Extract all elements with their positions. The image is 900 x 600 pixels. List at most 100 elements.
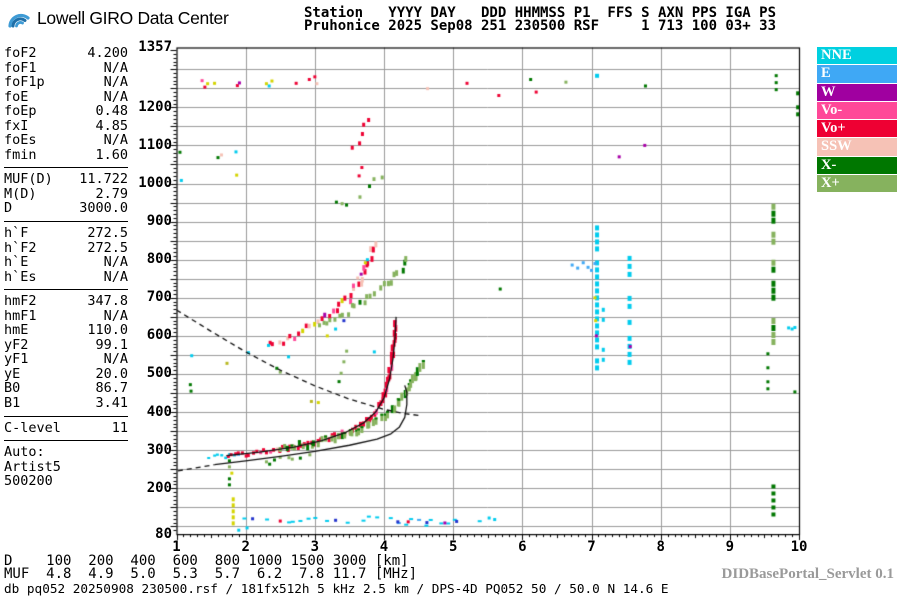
y-tick-label: 700 [146, 289, 172, 306]
legend-item-vo: Vo+ [817, 120, 897, 138]
parameter-label: foF1 [4, 59, 37, 76]
parameter-row: hmF1 N/A [4, 309, 128, 324]
parameter-label: MUF(D) [4, 171, 53, 188]
parameter-label: hmF2 [4, 293, 37, 310]
parameter-divider [4, 289, 128, 291]
parameter-label: hmF1 [4, 307, 37, 324]
parameter-value: 272.5 [87, 225, 128, 242]
parameter-label: foEp [4, 103, 37, 120]
parameter-value: 2.79 [95, 185, 128, 202]
parameter-label: Artist5 [4, 458, 61, 475]
parameter-row: foE N/A [4, 90, 128, 105]
parameter-row: h`Es N/A [4, 270, 128, 285]
parameter-value: N/A [103, 88, 128, 105]
parameter-row: Auto: [4, 445, 128, 460]
parameter-row: h`E N/A [4, 255, 128, 270]
legend-item-nne: NNE [817, 47, 897, 65]
parameter-divider [4, 440, 128, 442]
parameter-label: fxI [4, 117, 29, 134]
parameter-value: 1.60 [95, 146, 128, 163]
parameter-value: 110.0 [87, 322, 128, 339]
parameter-row: foF2 4.200 [4, 46, 128, 61]
y-tick-label: 1000 [138, 175, 172, 191]
parameter-label: fmin [4, 146, 37, 163]
parameter-label: h`F2 [4, 239, 37, 256]
parameter-value: N/A [103, 268, 128, 285]
parameter-value: N/A [103, 351, 128, 368]
parameter-row: foF1p N/A [4, 75, 128, 90]
scaled-parameters-panel: foF2 4.200 foF1 N/A foF1p N/A foE N/A foEp 0.48 fx… [4, 46, 128, 489]
parameter-value: 4.200 [87, 45, 128, 61]
parameter-label: h`E [4, 254, 29, 271]
parameter-value: 99.1 [95, 336, 128, 353]
parameter-label: 500200 [4, 473, 53, 490]
parameter-value: N/A [103, 59, 128, 76]
parameter-value: 272.5 [87, 239, 128, 256]
x-tick-label: 8 [656, 539, 665, 555]
legend-item-x: X+ [817, 175, 897, 193]
parameter-label: yE [4, 365, 21, 382]
parameter-row: hmE 110.0 [4, 323, 128, 338]
parameter-row: C-level 11 [4, 421, 128, 436]
parameter-value: 11 [111, 419, 128, 436]
y-tick-label: 200 [146, 479, 172, 496]
x-tick-label: 10 [790, 539, 808, 555]
parameter-label: foE [4, 88, 29, 105]
echo-direction-legend: NNE E W Vo- Vo+ SSW X- X+ [817, 47, 897, 193]
parameter-value: 20.0 [95, 365, 128, 382]
parameter-divider [4, 167, 128, 169]
y-tick-label: 400 [146, 403, 172, 420]
muf-values-row: MUF 4.8 4.9 5.0 5.3 5.7 6.2 7.8 11.7 [MH… [4, 566, 418, 582]
parameter-divider [4, 221, 128, 223]
parameter-row: yF1 N/A [4, 352, 128, 367]
parameter-value: 0.48 [95, 103, 128, 120]
legend-item-vo: Vo- [817, 101, 897, 120]
parameter-row: foF1 N/A [4, 59, 128, 76]
y-tick-label: 500 [146, 365, 172, 382]
parameter-label: B0 [4, 380, 21, 397]
parameter-row: yF2 99.1 [4, 338, 128, 353]
muf-distance-row: D 100 200 400 600 800 1000 1500 3000 [km… [4, 553, 409, 569]
parameter-label: h`Es [4, 268, 37, 285]
parameter-label: M(D) [4, 185, 37, 202]
y-tick-label: 800 [146, 251, 172, 268]
parameter-value: 86.7 [95, 380, 128, 397]
parameter-row: fxI 4.85 [4, 119, 128, 134]
parameter-row: 500200 [4, 474, 128, 489]
parameter-value: 11.722 [79, 171, 128, 188]
x-tick-label: 1 [172, 539, 181, 555]
parameter-label: C-level [4, 419, 61, 436]
parameter-value: N/A [103, 74, 128, 91]
legend-item-x: X- [817, 156, 897, 175]
parameter-row: h`F 272.5 [4, 226, 128, 241]
x-tick-label: 9 [725, 539, 735, 555]
parameter-row: Artist5 [4, 460, 128, 475]
measurement-info-line: db pq052 20250908 230500.rsf / 181fx512h… [4, 581, 669, 596]
parameter-row: MUF(D) 11.722 [4, 172, 128, 187]
y-tick-label: 600 [146, 327, 172, 344]
parameter-label: yF1 [4, 351, 29, 368]
x-tick-label: 4 [379, 539, 389, 555]
y-tick-label: 1100 [138, 136, 172, 153]
y-tick-label: 300 [146, 441, 172, 458]
parameter-label: D [4, 200, 13, 217]
parameter-label: h`F [4, 225, 29, 242]
parameter-value: 4.85 [95, 117, 128, 134]
parameter-value: N/A [103, 254, 128, 271]
parameter-value: 3000.0 [79, 200, 128, 217]
parameter-value: 3.41 [95, 395, 128, 412]
parameter-row: M(D) 2.79 [4, 187, 128, 202]
parameter-row: B0 86.7 [4, 381, 128, 396]
x-tick-label: 6 [518, 539, 527, 555]
parameter-row: D 3000.0 [4, 201, 128, 216]
parameter-label: foEs [4, 132, 37, 149]
parameter-value: 347.8 [87, 293, 128, 310]
legend-item-ssw: SSW [817, 138, 897, 156]
parameter-row: B1 3.41 [4, 396, 128, 411]
x-tick-label: 2 [241, 539, 250, 555]
parameter-row: fmin 1.60 [4, 148, 128, 163]
parameter-row: yE 20.0 [4, 367, 128, 382]
parameter-row: h`F2 272.5 [4, 241, 128, 256]
parameter-label: yF2 [4, 336, 29, 353]
